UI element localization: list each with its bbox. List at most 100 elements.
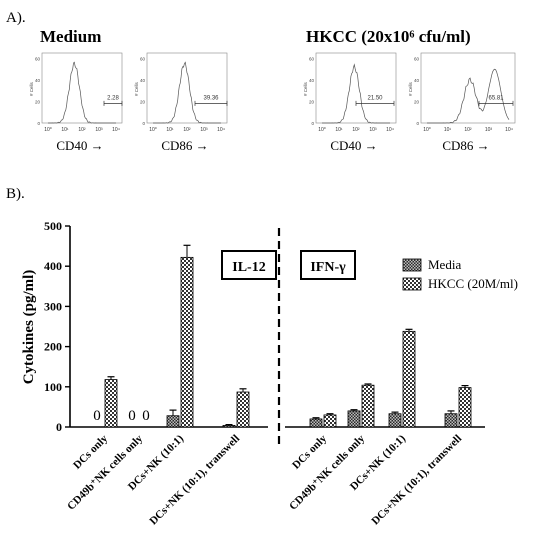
histogram-gate-value: 39.36 [203,95,219,101]
histogram-y-tick: 0 [416,121,419,126]
legend: Media HKCC (20M/ml) [402,257,518,291]
histogram-marker-label: CD86 → [442,138,489,153]
bar-ifng-hkcc [402,330,416,428]
legend-label-hkcc: HKCC (20M/ml) [428,276,518,291]
histogram-x-tick: 10² [352,127,360,133]
histogram-y-tick: 0 [311,121,314,126]
bar-ifng-hkcc [458,387,472,428]
zero-value-label: 0 [93,408,101,424]
histogram-x-tick: 10² [183,127,191,133]
category-label: DCs+NK (10:1), transwell [147,433,242,528]
histogram-marker-label: CD40 → [330,138,377,153]
histogram-y-tick: 40 [414,78,420,83]
histogram-x-tick: 10² [78,127,86,133]
panel-b-label: B). [6,186,25,202]
y-tick-label: 200 [44,340,62,354]
histogram-curve [427,68,510,124]
bar-il12-media [166,415,180,428]
category-label: CD49b⁺NK cells only [287,432,367,512]
histogram-y-tick: 40 [140,78,146,83]
histogram-x-tick: 10¹ [61,127,69,133]
histogram-curve [48,61,116,124]
bar-ifng-media [388,413,402,428]
histogram-y-tick: 60 [414,56,420,61]
histogram-2: 0 20 40 60 # Cells 10⁰ 10¹ 10² 10³ 10⁴ 39.36 CD86 → [134,52,228,153]
y-tick-label: 500 [44,219,62,233]
histogram-x-tick: 10³ [485,127,493,133]
y-axis-label: Cytokines (pg/ml) [21,270,37,385]
histogram-y-label: # Cells [134,81,139,96]
y-tick-label: 300 [44,299,62,313]
histogram-x-tick: 10¹ [444,127,452,133]
panel-tag-il12-text: IL-12 [232,260,265,275]
histogram-y-tick: 20 [309,99,315,104]
histogram-y-tick: 20 [35,99,41,104]
zero-value-label: 0 [142,408,150,424]
category-label: DCs+NK (10:1), transwell [369,433,464,528]
histogram-x-tick: 10¹ [166,127,174,133]
histogram-x-tick: 10⁰ [149,127,157,133]
histogram-x-tick: 10² [464,127,472,133]
bar-ifng-media [444,413,458,428]
panel-tag-ifng: IFN-γ [300,250,356,280]
panel-tag-ifng-text: IFN-γ [310,260,346,275]
histogram-x-tick: 10¹ [335,127,343,133]
histogram-y-tick: 40 [35,78,41,83]
bar-il12-media [222,424,236,428]
category-label: DCs only [290,432,329,471]
histogram-y-tick: 20 [140,99,146,104]
histogram-x-tick: 10³ [369,127,377,133]
histogram-frame [41,52,123,124]
y-tick-label: 100 [44,380,62,394]
histogram-y-label: # Cells [303,81,308,96]
bar-ifng-media [309,418,323,428]
histogram-x-tick: 10⁰ [318,127,326,133]
histogram-y-label: # Cells [408,81,413,96]
bar-ifng-hkcc [361,384,375,428]
histogram-x-tick: 10⁴ [217,127,225,133]
histogram-x-tick: 10⁴ [112,127,120,133]
histogram-x-tick: 10⁰ [44,127,52,133]
histogram-frame [420,52,516,124]
histogram-x-tick: 10³ [95,127,103,133]
histogram-y-label: # Cells [29,81,34,96]
y-tick-label: 0 [56,420,62,434]
histogram-x-tick: 10⁴ [386,127,394,133]
histogram-frame [146,52,228,124]
bar-il12-hkcc [104,379,118,428]
bar-il12-hkcc [180,256,194,428]
histogram-gate-value: 65.81 [488,95,504,101]
histogram-curve [322,63,390,124]
histogram-marker-label: CD40 → [56,138,103,153]
legend-swatch-media [402,258,422,272]
histogram-gate-value: 2.28 [107,95,119,101]
histogram-x-tick: 10⁴ [505,127,513,133]
bar-il12-hkcc [236,391,250,428]
histogram-y-tick: 0 [37,121,40,126]
group-title-hkcc: HKCC (20x10⁶ cfu/ml) [306,27,471,46]
zero-value-label: 0 [128,408,136,424]
legend-swatch-hkcc [402,277,422,291]
histogram-gate-value: 21.50 [367,95,383,101]
histogram-y-tick: 60 [140,56,146,61]
histogram-1: 0 20 40 60 # Cells 10⁰ 10¹ 10² 10³ 10⁴ 2.28 CD40 → [29,52,123,153]
histogram-marker-label: CD86 → [161,138,208,153]
histogram-curve [153,61,221,124]
bar-ifng-media [347,410,361,428]
bar-ifng-hkcc [323,414,337,428]
histogram-y-tick: 60 [309,56,315,61]
histogram-y-tick: 20 [414,99,420,104]
group-title-medium: Medium [40,27,101,46]
histogram-frame [315,52,397,124]
histogram-y-tick: 0 [142,121,145,126]
panel-a-label: A). [6,10,26,26]
histogram-y-tick: 40 [309,78,315,83]
y-tick-label: 400 [44,259,62,273]
histogram-x-tick: 10⁰ [423,127,431,133]
histogram-3: 0 20 40 60 # Cells 10⁰ 10¹ 10² 10³ 10⁴ 21.50 CD40 → [303,52,397,153]
legend-label-media: Media [428,257,461,272]
histogram-y-tick: 60 [35,56,41,61]
histogram-x-tick: 10³ [200,127,208,133]
